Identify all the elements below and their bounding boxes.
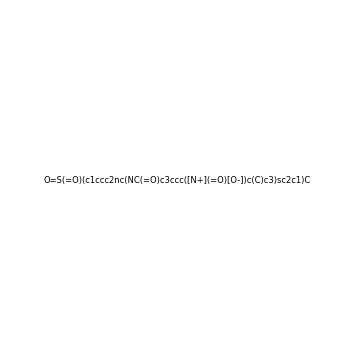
Text: O=S(=O)(c1ccc2nc(NC(=O)c3ccc([N+](=O)[O-])c(C)c3)sc2c1)C: O=S(=O)(c1ccc2nc(NC(=O)c3ccc([N+](=O)[O-… xyxy=(44,177,310,185)
